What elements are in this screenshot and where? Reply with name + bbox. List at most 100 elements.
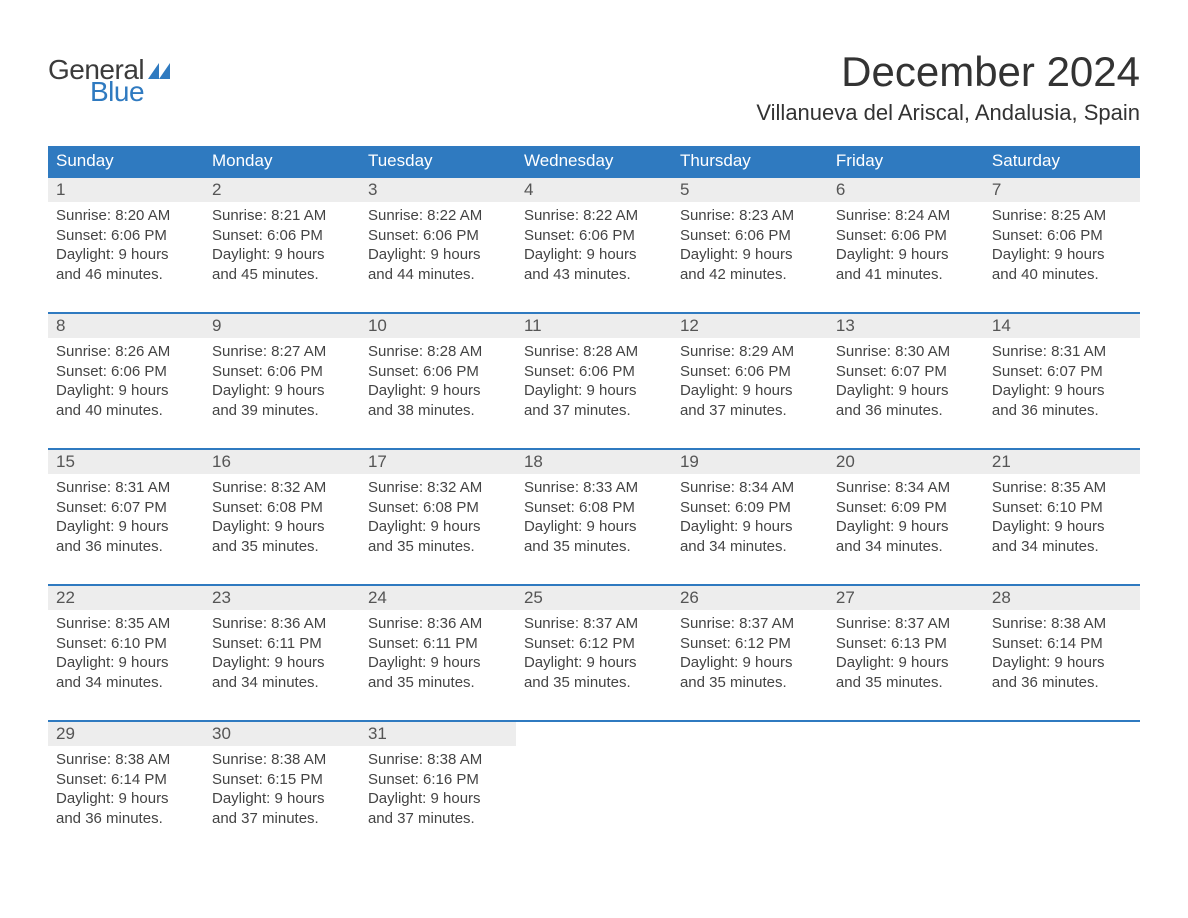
daylight-line-2: and 44 minutes. (368, 265, 508, 285)
day-number-cell: 31 (360, 720, 516, 746)
sunrise-line: Sunrise: 8:34 AM (836, 478, 976, 498)
day-data-cell: Sunrise: 8:27 AMSunset: 6:06 PMDaylight:… (204, 338, 360, 430)
day-number-cell: 21 (984, 448, 1140, 474)
sunrise-line: Sunrise: 8:37 AM (836, 614, 976, 634)
sunrise-line: Sunrise: 8:20 AM (56, 206, 196, 226)
sunset-line: Sunset: 6:11 PM (212, 634, 352, 654)
sunset-line: Sunset: 6:06 PM (56, 362, 196, 382)
day-data-cell: Sunrise: 8:37 AMSunset: 6:12 PMDaylight:… (672, 610, 828, 702)
day-data-cell: Sunrise: 8:28 AMSunset: 6:06 PMDaylight:… (516, 338, 672, 430)
sunrise-line: Sunrise: 8:37 AM (524, 614, 664, 634)
daylight-line-1: Daylight: 9 hours (56, 381, 196, 401)
sunrise-line: Sunrise: 8:28 AM (524, 342, 664, 362)
sunset-line: Sunset: 6:08 PM (212, 498, 352, 518)
sunset-line: Sunset: 6:14 PM (992, 634, 1132, 654)
daylight-line-1: Daylight: 9 hours (212, 789, 352, 809)
day-data-cell: Sunrise: 8:25 AMSunset: 6:06 PMDaylight:… (984, 202, 1140, 294)
brand-name-bottom: Blue (90, 78, 170, 106)
daylight-line-1: Daylight: 9 hours (368, 381, 508, 401)
day-number-cell: 23 (204, 584, 360, 610)
daylight-line-2: and 36 minutes. (56, 809, 196, 829)
day-number-cell: 18 (516, 448, 672, 474)
daylight-line-1: Daylight: 9 hours (836, 381, 976, 401)
day-header: Wednesday (516, 146, 672, 176)
daylight-line-1: Daylight: 9 hours (836, 653, 976, 673)
day-number-cell: 20 (828, 448, 984, 474)
day-header: Tuesday (360, 146, 516, 176)
daylight-line-1: Daylight: 9 hours (992, 381, 1132, 401)
sunset-line: Sunset: 6:06 PM (680, 362, 820, 382)
day-data-cell: Sunrise: 8:37 AMSunset: 6:13 PMDaylight:… (828, 610, 984, 702)
sunset-line: Sunset: 6:12 PM (524, 634, 664, 654)
day-header: Sunday (48, 146, 204, 176)
day-data-cell: Sunrise: 8:23 AMSunset: 6:06 PMDaylight:… (672, 202, 828, 294)
sunset-line: Sunset: 6:11 PM (368, 634, 508, 654)
sunset-line: Sunset: 6:14 PM (56, 770, 196, 790)
sunset-line: Sunset: 6:10 PM (992, 498, 1132, 518)
day-number-cell (516, 720, 672, 746)
sunrise-line: Sunrise: 8:26 AM (56, 342, 196, 362)
day-number-cell: 29 (48, 720, 204, 746)
day-header: Thursday (672, 146, 828, 176)
daylight-line-1: Daylight: 9 hours (368, 789, 508, 809)
sunrise-line: Sunrise: 8:32 AM (368, 478, 508, 498)
title-block: December 2024 Villanueva del Ariscal, An… (756, 48, 1140, 140)
daylight-line-1: Daylight: 9 hours (524, 653, 664, 673)
sunset-line: Sunset: 6:06 PM (368, 362, 508, 382)
sunset-line: Sunset: 6:08 PM (368, 498, 508, 518)
day-data-cell: Sunrise: 8:38 AMSunset: 6:15 PMDaylight:… (204, 746, 360, 838)
daylight-line-1: Daylight: 9 hours (836, 517, 976, 537)
day-number-cell: 12 (672, 312, 828, 338)
day-data-cell: Sunrise: 8:32 AMSunset: 6:08 PMDaylight:… (360, 474, 516, 566)
week-data-row: Sunrise: 8:20 AMSunset: 6:06 PMDaylight:… (48, 202, 1140, 294)
week-daynum-row: 15161718192021 (48, 448, 1140, 474)
sunrise-line: Sunrise: 8:25 AM (992, 206, 1132, 226)
daylight-line-1: Daylight: 9 hours (524, 245, 664, 265)
day-number-cell: 11 (516, 312, 672, 338)
week-daynum-row: 891011121314 (48, 312, 1140, 338)
daylight-line-2: and 34 minutes. (992, 537, 1132, 557)
daylight-line-2: and 41 minutes. (836, 265, 976, 285)
day-data-cell (984, 746, 1140, 838)
day-number-cell: 2 (204, 176, 360, 202)
day-number-cell: 25 (516, 584, 672, 610)
sunset-line: Sunset: 6:10 PM (56, 634, 196, 654)
day-number-cell (672, 720, 828, 746)
sunrise-line: Sunrise: 8:22 AM (368, 206, 508, 226)
day-number-cell: 8 (48, 312, 204, 338)
day-number-cell: 3 (360, 176, 516, 202)
sunset-line: Sunset: 6:08 PM (524, 498, 664, 518)
daylight-line-2: and 37 minutes. (212, 809, 352, 829)
day-data-cell: Sunrise: 8:24 AMSunset: 6:06 PMDaylight:… (828, 202, 984, 294)
sunset-line: Sunset: 6:15 PM (212, 770, 352, 790)
sunrise-line: Sunrise: 8:29 AM (680, 342, 820, 362)
day-data-cell: Sunrise: 8:36 AMSunset: 6:11 PMDaylight:… (360, 610, 516, 702)
day-data-cell: Sunrise: 8:20 AMSunset: 6:06 PMDaylight:… (48, 202, 204, 294)
day-number-cell: 5 (672, 176, 828, 202)
day-number-cell: 16 (204, 448, 360, 474)
day-number-cell: 19 (672, 448, 828, 474)
day-number-cell: 28 (984, 584, 1140, 610)
daylight-line-1: Daylight: 9 hours (992, 517, 1132, 537)
daylight-line-1: Daylight: 9 hours (212, 517, 352, 537)
daylight-line-2: and 42 minutes. (680, 265, 820, 285)
day-number-cell: 17 (360, 448, 516, 474)
day-header: Saturday (984, 146, 1140, 176)
day-number-cell: 9 (204, 312, 360, 338)
day-data-cell: Sunrise: 8:38 AMSunset: 6:16 PMDaylight:… (360, 746, 516, 838)
daylight-line-2: and 35 minutes. (836, 673, 976, 693)
daylight-line-2: and 38 minutes. (368, 401, 508, 421)
daylight-line-1: Daylight: 9 hours (992, 653, 1132, 673)
daylight-line-2: and 35 minutes. (368, 673, 508, 693)
daylight-line-1: Daylight: 9 hours (212, 381, 352, 401)
sunrise-line: Sunrise: 8:38 AM (368, 750, 508, 770)
sunset-line: Sunset: 6:06 PM (212, 362, 352, 382)
day-data-cell: Sunrise: 8:31 AMSunset: 6:07 PMDaylight:… (48, 474, 204, 566)
sunrise-line: Sunrise: 8:37 AM (680, 614, 820, 634)
day-data-cell (516, 746, 672, 838)
day-number-cell (828, 720, 984, 746)
daylight-line-2: and 37 minutes. (368, 809, 508, 829)
daylight-line-2: and 34 minutes. (680, 537, 820, 557)
daylight-line-1: Daylight: 9 hours (524, 517, 664, 537)
sunrise-line: Sunrise: 8:35 AM (992, 478, 1132, 498)
